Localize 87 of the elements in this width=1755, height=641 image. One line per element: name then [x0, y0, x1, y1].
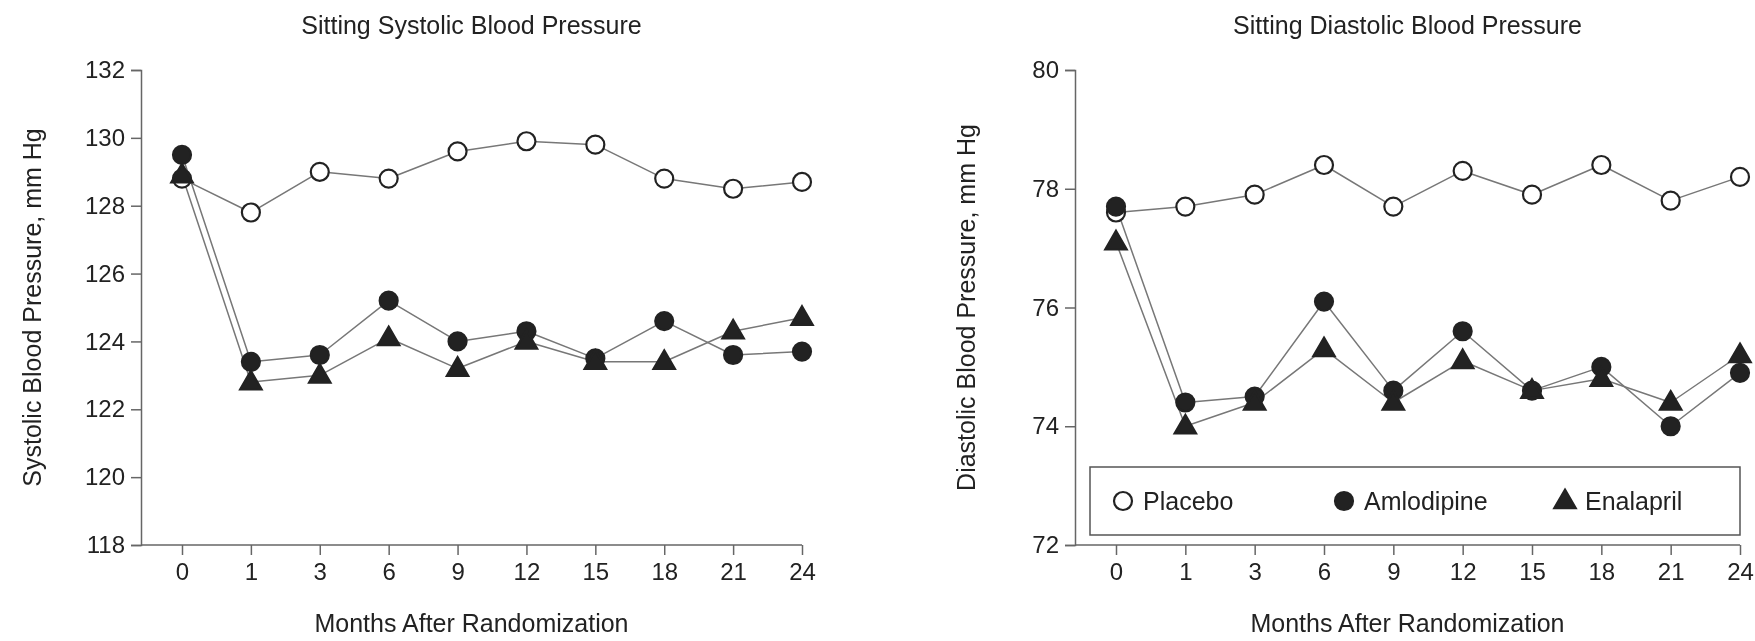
point: [791, 341, 813, 362]
point: [723, 344, 744, 366]
x-tick-label: 12: [1449, 558, 1477, 586]
x-tick-label: 21: [720, 558, 747, 586]
y-tick-label: 124: [84, 327, 125, 355]
point: [1729, 362, 1751, 383]
x-tick-label: 9: [1387, 558, 1401, 586]
y-tick-label: 118: [86, 531, 125, 559]
point: [1175, 196, 1196, 217]
chart-title: Sitting Systolic Blood Pressure: [301, 11, 642, 39]
point: [1313, 291, 1335, 312]
x-tick-label: 1: [244, 558, 259, 586]
point: [723, 178, 744, 199]
y-tick-label: 72: [1032, 531, 1059, 559]
point: [721, 318, 745, 340]
x-tick-label: 12: [513, 558, 541, 586]
point: [378, 290, 399, 311]
point: [447, 331, 468, 352]
point: [585, 134, 606, 155]
point: [1452, 321, 1473, 342]
x-tick-label: 21: [1657, 558, 1685, 586]
point: [1175, 392, 1196, 413]
point: [376, 325, 401, 347]
point: [309, 344, 330, 366]
legend-label: Enalapril: [1585, 487, 1683, 515]
legend-label: Amlodipine: [1364, 487, 1488, 515]
point: [239, 369, 263, 391]
point: [1660, 416, 1681, 437]
x-tick-label: 6: [1317, 558, 1332, 586]
x-tick-label: 9: [451, 558, 465, 586]
x-tick-label: 3: [1248, 558, 1262, 586]
y-tick-label: 74: [1032, 412, 1059, 440]
point: [240, 351, 261, 372]
point: [1729, 166, 1751, 187]
legend-label: Placebo: [1143, 487, 1234, 515]
point: [307, 362, 332, 384]
x-tick-label: 3: [313, 558, 327, 586]
point: [654, 168, 675, 189]
y-axis-title: Systolic Blood Pressure, mm Hg: [18, 128, 46, 487]
point: [1105, 196, 1127, 217]
point: [171, 144, 193, 165]
point: [309, 161, 330, 182]
point: [654, 310, 675, 332]
x-tick-label: 1: [1179, 558, 1193, 586]
point: [1728, 342, 1752, 364]
chart-title: Sitting Diastolic Blood Pressure: [1233, 11, 1582, 39]
y-axis-title: Diastolic Blood Pressure, mm Hg: [952, 124, 980, 491]
y-tick-label: 122: [84, 395, 125, 423]
point: [1521, 184, 1543, 205]
point: [1450, 348, 1475, 370]
x-tick-label: 0: [1109, 558, 1124, 586]
point: [1173, 413, 1198, 435]
y-tick-label: 78: [1032, 174, 1059, 202]
point: [652, 349, 677, 371]
point: [240, 202, 261, 223]
x-tick-label: 0: [175, 558, 190, 586]
point: [1312, 336, 1336, 358]
x-tick-label: 6: [382, 558, 396, 586]
point: [790, 305, 814, 326]
y-tick-label: 76: [1032, 293, 1059, 321]
point: [1591, 154, 1612, 176]
y-tick-label: 128: [84, 191, 125, 219]
point: [445, 356, 470, 377]
x-axis-title: Months After Randomization: [1250, 609, 1565, 637]
x-tick-label: 15: [1519, 558, 1546, 586]
x-tick-label: 24: [1727, 558, 1754, 586]
point: [378, 168, 399, 189]
point: [516, 131, 537, 152]
x-tick-label: 24: [789, 558, 816, 586]
y-tick-label: 132: [84, 56, 125, 84]
point: [447, 141, 468, 162]
point: [1658, 389, 1683, 411]
point: [1104, 229, 1128, 251]
y-tick-label: 126: [84, 259, 125, 287]
point: [1383, 196, 1404, 217]
x-tick-label: 18: [1588, 558, 1616, 586]
point: [1660, 190, 1681, 211]
point: [1313, 154, 1335, 176]
y-tick-label: 130: [84, 124, 125, 152]
point: [1452, 160, 1473, 182]
x-tick-label: 18: [651, 558, 679, 586]
y-tick-label: 80: [1032, 56, 1059, 84]
point: [1244, 184, 1265, 205]
point: [791, 171, 813, 193]
x-tick-label: 15: [582, 558, 610, 586]
y-tick-label: 120: [84, 463, 125, 491]
x-axis-title: Months After Randomization: [314, 609, 629, 637]
